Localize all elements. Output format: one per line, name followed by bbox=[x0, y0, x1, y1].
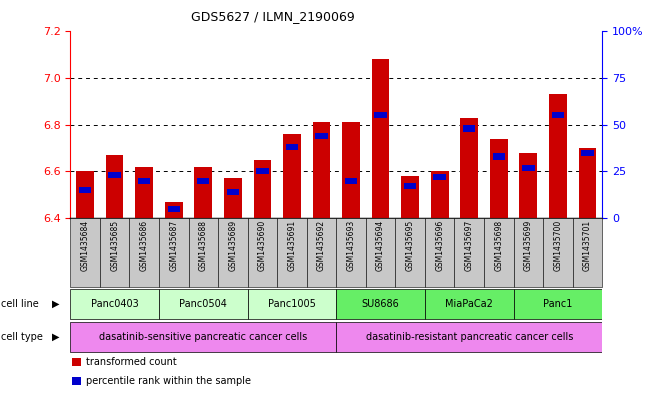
Text: GSM1435690: GSM1435690 bbox=[258, 220, 267, 272]
Text: GSM1435689: GSM1435689 bbox=[229, 220, 238, 271]
Text: GSM1435687: GSM1435687 bbox=[169, 220, 178, 271]
Text: GDS5627 / ILMN_2190069: GDS5627 / ILMN_2190069 bbox=[191, 10, 354, 23]
Text: ▶: ▶ bbox=[52, 332, 60, 342]
Bar bbox=[434, 174, 446, 180]
Text: Panc0504: Panc0504 bbox=[179, 299, 227, 309]
Bar bbox=[79, 187, 91, 193]
Text: GSM1435694: GSM1435694 bbox=[376, 220, 385, 272]
Text: GSM1435698: GSM1435698 bbox=[494, 220, 503, 271]
Bar bbox=[463, 125, 475, 132]
Bar bbox=[165, 202, 182, 218]
Bar bbox=[573, 218, 602, 287]
Bar bbox=[218, 218, 247, 287]
Text: Panc1: Panc1 bbox=[543, 299, 572, 309]
Bar bbox=[307, 218, 337, 287]
Bar bbox=[70, 218, 100, 287]
Bar bbox=[167, 206, 180, 212]
Bar bbox=[130, 218, 159, 287]
Text: dasatinib-resistant pancreatic cancer cells: dasatinib-resistant pancreatic cancer ce… bbox=[365, 332, 573, 342]
Bar bbox=[374, 112, 387, 118]
Text: dasatinib-sensitive pancreatic cancer cells: dasatinib-sensitive pancreatic cancer ce… bbox=[99, 332, 307, 342]
Bar bbox=[247, 218, 277, 287]
Bar bbox=[395, 218, 425, 287]
Bar bbox=[76, 171, 94, 218]
Bar bbox=[105, 155, 124, 218]
Text: GSM1435692: GSM1435692 bbox=[317, 220, 326, 271]
Bar bbox=[404, 184, 417, 189]
Text: cell type: cell type bbox=[1, 332, 43, 342]
Bar bbox=[135, 167, 153, 218]
Text: Panc1005: Panc1005 bbox=[268, 299, 316, 309]
Bar bbox=[197, 178, 210, 184]
Bar bbox=[72, 358, 81, 366]
Bar bbox=[70, 288, 159, 319]
Text: GSM1435699: GSM1435699 bbox=[524, 220, 533, 272]
Bar bbox=[277, 218, 307, 287]
Bar bbox=[72, 377, 81, 385]
Bar bbox=[100, 218, 130, 287]
Bar bbox=[519, 153, 537, 218]
Text: GSM1435697: GSM1435697 bbox=[465, 220, 474, 272]
Bar bbox=[189, 218, 218, 287]
Bar bbox=[256, 169, 269, 174]
Bar bbox=[579, 148, 596, 218]
Text: GSM1435693: GSM1435693 bbox=[346, 220, 355, 272]
Bar bbox=[484, 218, 514, 287]
Bar bbox=[425, 288, 514, 319]
Text: GSM1435686: GSM1435686 bbox=[140, 220, 148, 271]
Bar bbox=[286, 144, 298, 150]
Bar bbox=[431, 171, 449, 218]
Bar bbox=[454, 218, 484, 287]
Bar bbox=[490, 139, 508, 218]
Bar bbox=[522, 165, 534, 171]
Text: SU8686: SU8686 bbox=[362, 299, 400, 309]
Bar bbox=[312, 123, 330, 218]
Text: GSM1435696: GSM1435696 bbox=[435, 220, 444, 272]
Bar bbox=[109, 172, 121, 178]
Bar bbox=[227, 189, 239, 195]
Bar bbox=[195, 167, 212, 218]
Bar bbox=[337, 288, 425, 319]
Text: MiaPaCa2: MiaPaCa2 bbox=[445, 299, 493, 309]
Bar bbox=[543, 218, 573, 287]
Bar bbox=[283, 134, 301, 218]
Text: ▶: ▶ bbox=[52, 299, 60, 309]
Bar bbox=[337, 322, 602, 352]
Bar bbox=[401, 176, 419, 218]
Bar bbox=[342, 123, 360, 218]
Bar bbox=[159, 218, 189, 287]
Bar bbox=[493, 154, 505, 160]
Bar bbox=[247, 288, 337, 319]
Bar bbox=[581, 150, 594, 156]
Text: transformed count: transformed count bbox=[86, 357, 176, 367]
Bar bbox=[372, 59, 389, 218]
Text: GSM1435700: GSM1435700 bbox=[553, 220, 562, 272]
Bar bbox=[337, 218, 366, 287]
Text: GSM1435695: GSM1435695 bbox=[406, 220, 415, 272]
Text: percentile rank within the sample: percentile rank within the sample bbox=[86, 376, 251, 386]
Bar bbox=[345, 178, 357, 184]
Bar bbox=[425, 218, 454, 287]
Text: GSM1435701: GSM1435701 bbox=[583, 220, 592, 271]
Text: GSM1435685: GSM1435685 bbox=[110, 220, 119, 271]
Bar bbox=[549, 94, 567, 218]
Text: GSM1435688: GSM1435688 bbox=[199, 220, 208, 271]
Bar bbox=[460, 118, 478, 218]
Text: GSM1435684: GSM1435684 bbox=[81, 220, 90, 271]
Bar bbox=[366, 218, 395, 287]
Text: GSM1435691: GSM1435691 bbox=[288, 220, 296, 271]
Bar bbox=[70, 322, 337, 352]
Bar bbox=[159, 288, 247, 319]
Bar bbox=[224, 178, 242, 218]
Bar bbox=[514, 288, 602, 319]
Bar bbox=[551, 112, 564, 118]
Bar bbox=[514, 218, 543, 287]
Text: cell line: cell line bbox=[1, 299, 39, 309]
Bar bbox=[138, 178, 150, 184]
Bar bbox=[315, 133, 327, 139]
Text: Panc0403: Panc0403 bbox=[90, 299, 139, 309]
Bar bbox=[253, 160, 271, 218]
